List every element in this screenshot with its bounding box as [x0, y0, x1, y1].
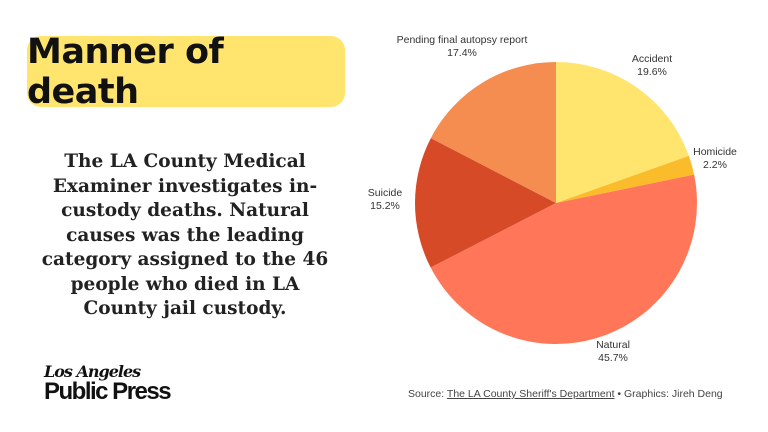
source-link[interactable]: The LA County Sheriff's Department [446, 388, 615, 400]
slice-value-label: 19.6% [637, 66, 667, 78]
lapp-logo: Los Angeles Public Press [44, 362, 172, 405]
slice-label: Suicide [368, 187, 403, 199]
description: The LA County Medical Examiner investiga… [41, 151, 329, 319]
pie-slice-homicide [556, 155, 695, 203]
logo-line1: Los Angeles [44, 362, 141, 381]
source-note: Source: The LA County Sheriff's Departme… [408, 388, 723, 400]
pie-slice-suicide [415, 138, 556, 268]
pie-slice-pending-final-autopsy-report [430, 62, 556, 203]
slice-value-label: 45.7% [598, 352, 628, 364]
slice-label: Accident [632, 53, 672, 65]
logo-line2: Public Press [44, 378, 172, 405]
pie-slice-natural [430, 174, 697, 344]
credit: • Graphics: Jireh Deng [614, 388, 723, 400]
slice-value-label: 17.4% [447, 47, 477, 59]
slice-label: Pending final autopsy report [397, 34, 528, 46]
slice-label: Natural [596, 339, 630, 351]
slice-value-label: 15.2% [370, 200, 400, 212]
title-box: Manner of death [27, 32, 345, 112]
pie-slice-accident [556, 62, 689, 203]
slice-value-label: 2.2% [703, 159, 727, 171]
chart-title: Manner of death [27, 31, 224, 112]
slice-label: Homicide [693, 146, 737, 158]
source-prefix: Source: [408, 388, 447, 400]
